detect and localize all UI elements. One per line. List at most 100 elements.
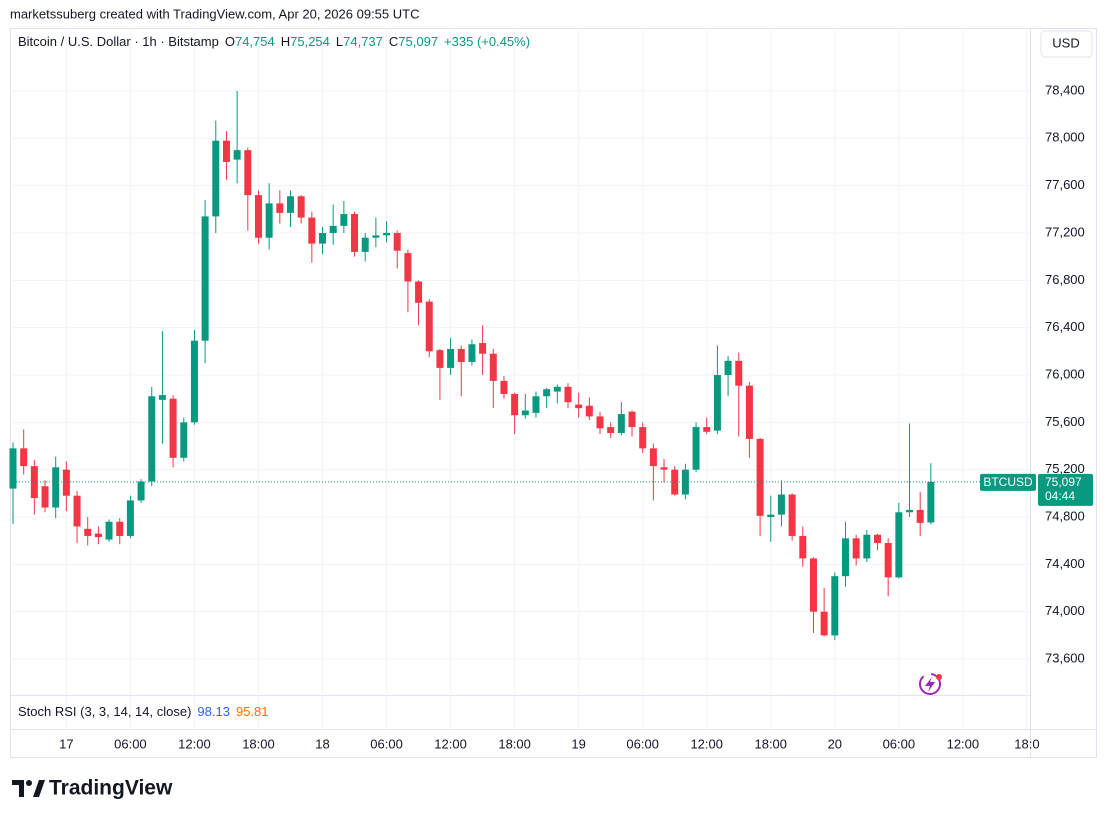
y-tick-label: 77,200 xyxy=(1045,224,1085,239)
stoch-k: 98.13 xyxy=(197,704,230,719)
y-tick-label: 74,000 xyxy=(1045,603,1085,618)
x-tick-label: 20 xyxy=(828,736,842,751)
ohlc-label: O xyxy=(225,34,235,49)
candle-body xyxy=(329,225,337,233)
price-tag-text: 75,097 xyxy=(1045,475,1082,489)
ohlc-label: C xyxy=(389,34,398,49)
candle-body xyxy=(340,214,348,226)
candle-body xyxy=(148,396,156,482)
candle-body xyxy=(180,422,188,458)
x-tick-label: 12:00 xyxy=(178,736,211,751)
stoch-title: Stoch RSI (3, 3, 14, 14, close) xyxy=(18,704,191,719)
assistant-icon[interactable] xyxy=(919,673,942,695)
candle-body xyxy=(276,203,284,213)
candle-body xyxy=(319,232,327,244)
candle-body xyxy=(457,348,465,362)
candle-body xyxy=(393,232,401,251)
price-tag xyxy=(1038,473,1093,506)
candle-body xyxy=(852,538,860,559)
candle-body xyxy=(500,380,508,394)
ohlc-label: L xyxy=(336,34,343,49)
candle-body xyxy=(158,395,166,400)
candle-body xyxy=(649,448,657,467)
candle-body xyxy=(564,386,572,403)
x-tick-label: 06:00 xyxy=(883,736,916,751)
candle-body xyxy=(841,538,849,577)
y-tick-label: 78,000 xyxy=(1045,130,1085,145)
x-tick-label: 06:00 xyxy=(114,736,147,751)
candles xyxy=(9,90,935,641)
candle-body xyxy=(297,196,305,218)
candle-body xyxy=(52,467,60,508)
candle-body xyxy=(553,386,561,392)
candle-body xyxy=(404,253,412,282)
candle-body xyxy=(521,410,529,416)
candle-body xyxy=(137,481,145,501)
candle-body xyxy=(244,150,252,196)
candle-body xyxy=(809,558,817,612)
x-tick-label: 18 xyxy=(315,736,329,751)
chart-frame xyxy=(10,28,1097,758)
candle-body xyxy=(724,360,732,375)
candle-body xyxy=(820,611,828,636)
candle-body xyxy=(756,438,764,516)
candle-body xyxy=(767,514,775,518)
y-tick-label: 73,600 xyxy=(1045,650,1085,665)
candle-body xyxy=(126,500,134,536)
currency[interactable]: USD xyxy=(1052,35,1079,50)
candle-body xyxy=(415,281,423,303)
candle-body xyxy=(436,350,444,368)
candle-body xyxy=(116,521,124,536)
currency-button[interactable] xyxy=(1040,30,1093,58)
x-tick-label: 18:00 xyxy=(754,736,787,751)
candle-body xyxy=(308,217,316,244)
candle-body xyxy=(511,393,519,416)
candle-body xyxy=(201,216,209,341)
candle-body xyxy=(254,195,262,238)
x-tick-label: 18:0 xyxy=(1014,736,1039,751)
candle-body xyxy=(745,385,753,439)
candle-body xyxy=(927,481,935,523)
symbol-tag xyxy=(980,473,1036,491)
y-tick-label: 75,600 xyxy=(1045,414,1085,429)
candle-body xyxy=(190,340,198,423)
attribution: marketssuberg created with TradingView.c… xyxy=(10,6,419,21)
x-tick-label: 18:00 xyxy=(498,736,531,751)
y-tick-label: 74,400 xyxy=(1045,556,1085,571)
candle-body xyxy=(447,348,455,368)
candle-body xyxy=(479,343,487,354)
candle-body xyxy=(62,469,70,496)
candle-body xyxy=(265,203,273,238)
symbol-legend: Bitcoin / U.S. Dollar · 1h · Bitstamp O74… xyxy=(18,34,530,49)
y-tick-label: 75,200 xyxy=(1045,461,1085,476)
candle-body xyxy=(671,469,679,495)
candle-body xyxy=(788,494,796,536)
candle-body xyxy=(895,512,903,578)
candle-body xyxy=(831,576,839,636)
candle-body xyxy=(713,374,721,431)
grid xyxy=(10,28,1030,729)
x-tick-label: 06:00 xyxy=(626,736,659,751)
candle-body xyxy=(383,232,391,236)
candle-body xyxy=(351,214,359,252)
candle-body xyxy=(863,534,871,559)
candle-body xyxy=(916,509,924,523)
candle-body xyxy=(73,495,81,527)
candle-body xyxy=(105,521,113,540)
symbol-tag-text: BTCUSD xyxy=(983,475,1033,489)
stoch-legend: Stoch RSI (3, 3, 14, 14, close) 98.13 95.8… xyxy=(18,704,269,719)
candle-body xyxy=(468,344,476,362)
x-tick-label: 17 xyxy=(59,736,73,751)
ohlc-value: 74,754 xyxy=(235,34,275,49)
candle-body xyxy=(799,535,807,559)
candle-body xyxy=(596,416,604,429)
candle-body xyxy=(906,509,914,513)
y-tick-label: 77,600 xyxy=(1045,177,1085,192)
ohlc-value: 75,097 xyxy=(398,34,438,49)
y-tick-label: 74,800 xyxy=(1045,508,1085,523)
candle-body xyxy=(607,427,615,433)
candle-body xyxy=(532,396,540,413)
candle-body xyxy=(585,405,593,417)
candle-body xyxy=(9,448,17,489)
